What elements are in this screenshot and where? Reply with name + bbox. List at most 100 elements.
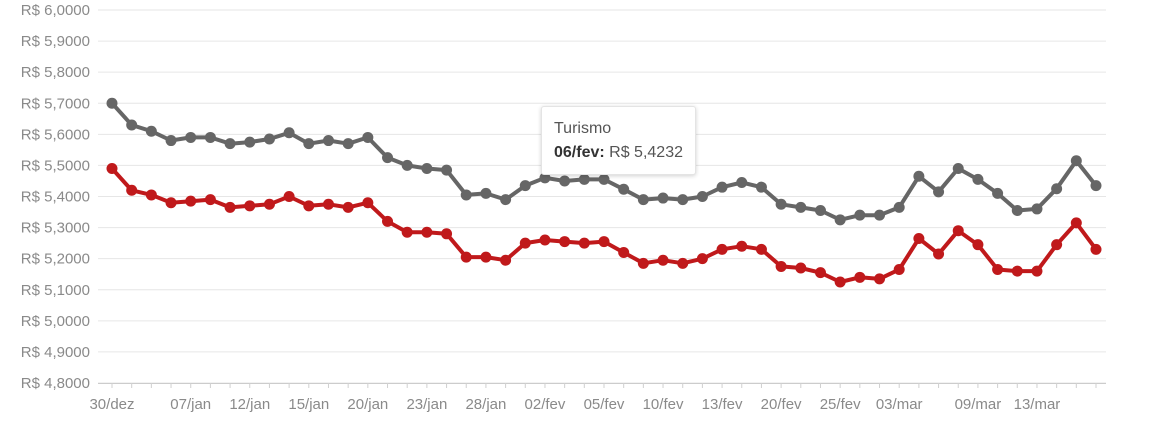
- data-point[interactable]: [460, 251, 472, 263]
- data-point[interactable]: [165, 135, 177, 147]
- data-point[interactable]: [165, 197, 177, 209]
- data-point[interactable]: [559, 236, 571, 248]
- data-point[interactable]: [854, 209, 866, 221]
- data-point[interactable]: [145, 189, 157, 201]
- data-point[interactable]: [322, 135, 334, 147]
- data-point[interactable]: [401, 226, 413, 238]
- data-point[interactable]: [322, 198, 334, 210]
- data-point[interactable]: [539, 234, 551, 246]
- data-point[interactable]: [618, 183, 630, 195]
- data-point[interactable]: [716, 243, 728, 255]
- data-point[interactable]: [480, 251, 492, 263]
- data-point[interactable]: [519, 180, 531, 192]
- data-point[interactable]: [834, 276, 846, 288]
- data-point[interactable]: [185, 131, 197, 143]
- data-point[interactable]: [933, 248, 945, 260]
- data-point[interactable]: [126, 119, 138, 131]
- data-point[interactable]: [382, 215, 394, 227]
- data-point[interactable]: [519, 237, 531, 249]
- data-point[interactable]: [342, 138, 354, 150]
- data-point[interactable]: [106, 163, 118, 175]
- data-point[interactable]: [1011, 204, 1023, 216]
- data-point[interactable]: [618, 246, 630, 258]
- data-point[interactable]: [755, 243, 767, 255]
- data-point[interactable]: [401, 159, 413, 171]
- data-point[interactable]: [441, 228, 453, 240]
- data-point[interactable]: [500, 194, 512, 206]
- data-point[interactable]: [204, 131, 216, 143]
- data-point[interactable]: [637, 257, 649, 269]
- data-point[interactable]: [657, 192, 669, 204]
- data-point[interactable]: [578, 173, 590, 185]
- data-point[interactable]: [893, 201, 905, 213]
- data-point[interactable]: [106, 97, 118, 109]
- data-point[interactable]: [992, 187, 1004, 199]
- data-point[interactable]: [342, 201, 354, 213]
- data-point[interactable]: [972, 239, 984, 251]
- data-point[interactable]: [145, 125, 157, 137]
- data-point[interactable]: [677, 194, 689, 206]
- data-point[interactable]: [795, 201, 807, 213]
- data-point[interactable]: [362, 197, 374, 209]
- data-point[interactable]: [933, 186, 945, 198]
- data-point[interactable]: [657, 254, 669, 266]
- data-point[interactable]: [696, 191, 708, 202]
- data-point[interactable]: [224, 201, 236, 213]
- data-point[interactable]: [1011, 265, 1023, 277]
- data-point[interactable]: [598, 236, 610, 248]
- data-point[interactable]: [263, 198, 275, 210]
- data-point[interactable]: [460, 189, 472, 201]
- data-point[interactable]: [814, 204, 826, 216]
- data-point[interactable]: [814, 267, 826, 279]
- data-point[interactable]: [578, 237, 590, 249]
- data-point[interactable]: [1031, 265, 1043, 277]
- data-point[interactable]: [913, 232, 925, 244]
- data-point[interactable]: [795, 262, 807, 274]
- data-point[interactable]: [716, 181, 728, 193]
- data-point[interactable]: [1051, 239, 1063, 251]
- data-point[interactable]: [874, 273, 886, 285]
- data-point[interactable]: [480, 187, 492, 199]
- data-point[interactable]: [992, 264, 1004, 276]
- data-point[interactable]: [283, 191, 295, 202]
- data-point[interactable]: [244, 200, 256, 212]
- data-point[interactable]: [952, 163, 964, 175]
- data-point[interactable]: [303, 200, 315, 212]
- data-point[interactable]: [263, 133, 275, 145]
- data-point[interactable]: [1090, 180, 1102, 192]
- data-point[interactable]: [1070, 217, 1082, 229]
- data-point[interactable]: [244, 136, 256, 148]
- data-point[interactable]: [972, 173, 984, 185]
- data-point[interactable]: [362, 131, 374, 143]
- data-point[interactable]: [126, 184, 138, 196]
- data-point[interactable]: [874, 209, 886, 221]
- data-point[interactable]: [637, 194, 649, 206]
- data-point[interactable]: [913, 170, 925, 182]
- data-point[interactable]: [775, 198, 787, 210]
- data-point[interactable]: [1031, 203, 1043, 215]
- data-point[interactable]: [736, 177, 748, 189]
- data-point[interactable]: [204, 194, 216, 206]
- data-point[interactable]: [893, 264, 905, 276]
- data-point[interactable]: [421, 226, 433, 238]
- data-point[interactable]: [1090, 243, 1102, 255]
- data-point[interactable]: [441, 164, 453, 176]
- data-point[interactable]: [696, 253, 708, 265]
- data-point[interactable]: [677, 257, 689, 269]
- data-point[interactable]: [775, 260, 787, 272]
- data-point[interactable]: [382, 152, 394, 164]
- data-point[interactable]: [283, 127, 295, 139]
- data-point[interactable]: [539, 172, 551, 184]
- data-point[interactable]: [185, 195, 197, 207]
- data-point[interactable]: [755, 181, 767, 193]
- data-point[interactable]: [303, 138, 315, 150]
- data-point[interactable]: [854, 271, 866, 283]
- data-point[interactable]: [500, 254, 512, 266]
- data-point[interactable]: [224, 138, 236, 150]
- data-point[interactable]: [952, 225, 964, 237]
- data-point[interactable]: [834, 214, 846, 226]
- data-point[interactable]: [736, 240, 748, 252]
- data-point[interactable]: [1070, 155, 1082, 167]
- data-point[interactable]: [421, 163, 433, 175]
- data-point[interactable]: [1051, 183, 1063, 195]
